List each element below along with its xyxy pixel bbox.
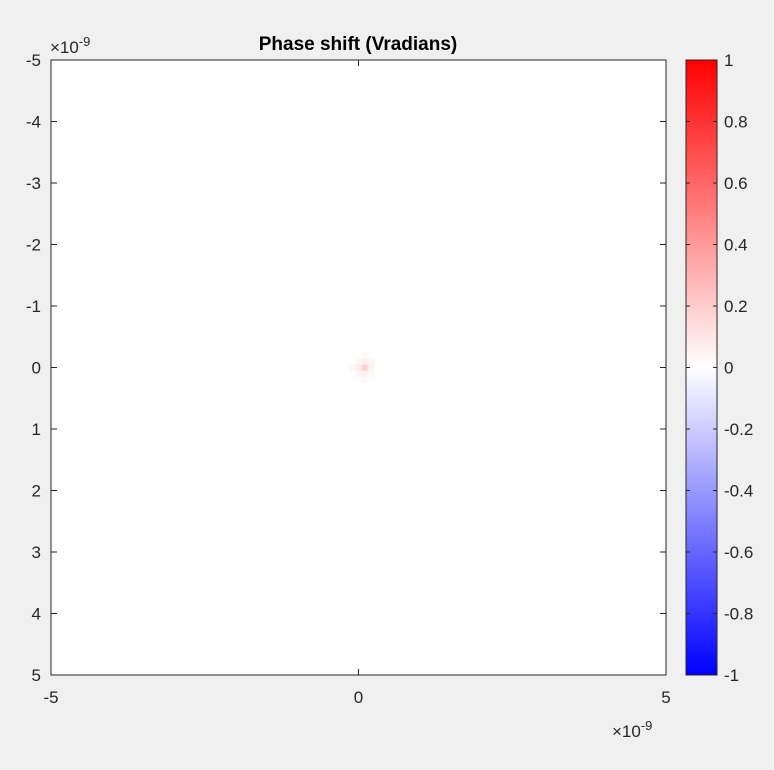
colorbar-tick-label: 0.6 (724, 174, 748, 193)
heatmap-cell (349, 364, 356, 371)
colorbar-gradient (686, 60, 717, 675)
colorbar-tick-label: -0.6 (724, 543, 753, 562)
y-tick-label: -1 (26, 297, 41, 316)
x-exponent-base: ×10 (612, 722, 641, 741)
heatmap-cell (355, 370, 362, 377)
y-exponent-power: -9 (79, 34, 91, 49)
colorbar-tick-label: 1 (724, 51, 733, 70)
heatmap-cell (367, 358, 374, 365)
y-tick-label: 5 (32, 666, 41, 685)
y-tick-label: 0 (32, 359, 41, 378)
heatmap-cell (355, 358, 362, 365)
x-tick-label: 5 (661, 688, 670, 707)
colorbar-tick-label: 0.4 (724, 236, 748, 255)
heatmap-cell (361, 376, 368, 383)
heatmap-cell (367, 370, 374, 377)
y-exponent-label: ×10-9 (50, 34, 90, 57)
colorbar: 1 0.8 0.6 0.4 0.2 0 -0.2 -0.4 -0.6 -0.8 -1 (685, 51, 753, 685)
y-tick-label: 4 (32, 605, 41, 624)
chart-title: Phase shift (Vradians) (259, 34, 458, 55)
x-exponent-power: -9 (641, 718, 653, 733)
colorbar-tick-label: 0.8 (724, 113, 748, 132)
x-exponent-label: ×10-9 (612, 718, 652, 741)
heatmap-cells (349, 352, 374, 383)
colorbar-ticks: 1 0.8 0.6 0.4 0.2 0 -0.2 -0.4 -0.6 -0.8 -1 (686, 51, 753, 685)
heatmap-cell (367, 364, 374, 371)
y-tick-label: -3 (26, 174, 41, 193)
y-tick-label: 3 (32, 543, 41, 562)
heatmap-cell (361, 358, 368, 365)
colorbar-tick-label: -0.2 (724, 420, 753, 439)
colorbar-tick-label: -1 (724, 666, 739, 685)
colorbar-tick-label: -0.4 (724, 482, 753, 501)
y-tick-label: 1 (32, 420, 41, 439)
y-tick-label: -2 (26, 236, 41, 255)
heatmap-cell (361, 364, 368, 371)
y-tick-label: -4 (26, 113, 41, 132)
heatmap-cell (355, 364, 362, 371)
y-exponent-base: ×10 (50, 38, 79, 57)
colorbar-tick-label: 0.2 (724, 297, 748, 316)
x-tick-label: -5 (43, 688, 58, 707)
colorbar-tick-label: -0.8 (724, 605, 753, 624)
heatmap-cell (361, 370, 368, 377)
colorbar-tick-label: 0 (724, 359, 733, 378)
heatmap-cell (361, 352, 368, 359)
y-tick-label: 2 (32, 482, 41, 501)
x-tick-label: 0 (354, 688, 363, 707)
y-tick-label: -5 (26, 51, 41, 70)
